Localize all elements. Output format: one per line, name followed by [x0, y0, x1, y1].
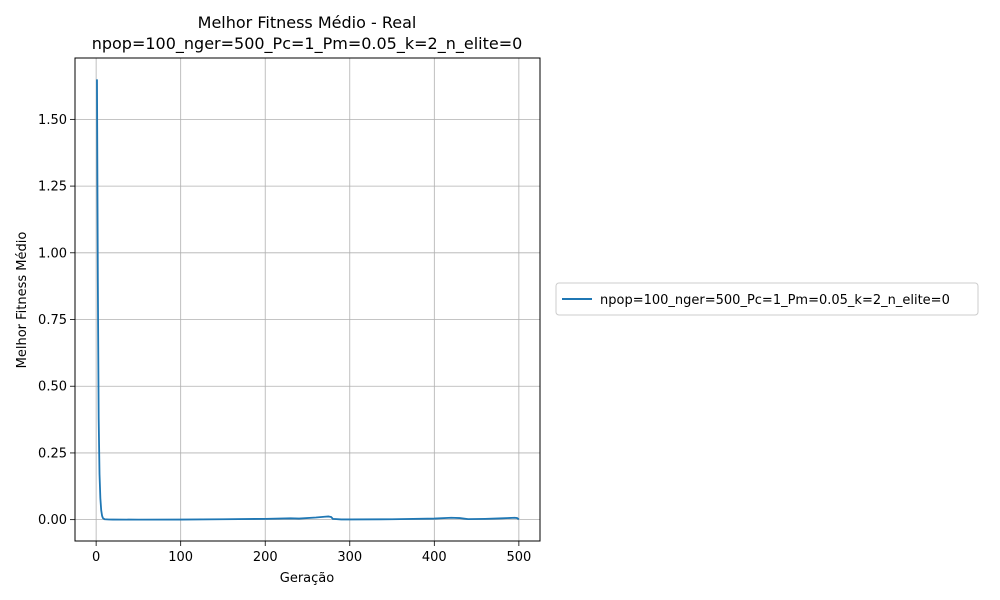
x-axis-ticks: 0 100 200 300 400 500	[92, 541, 531, 565]
legend: npop=100_nger=500_Pc=1_Pm=0.05_k=2_n_eli…	[555, 282, 979, 316]
y-tick-label: 0.25	[38, 446, 67, 461]
chart-subtitle: npop=100_nger=500_Pc=1_Pm=0.05_k=2_n_eli…	[92, 34, 523, 54]
series-line	[96, 79, 520, 521]
grid	[75, 58, 540, 541]
chart-title: Melhor Fitness Médio - Real	[198, 13, 417, 32]
x-axis-label: Geração	[280, 571, 334, 586]
x-tick-label: 500	[506, 550, 531, 565]
y-tick-label: 1.00	[38, 246, 67, 261]
y-tick-label: 0.75	[38, 313, 67, 328]
legend-entry-label: npop=100_nger=500_Pc=1_Pm=0.05_k=2_n_eli…	[600, 293, 950, 308]
x-tick-label: 100	[168, 550, 193, 565]
legend-frame	[555, 282, 979, 316]
x-tick-label: 400	[422, 550, 447, 565]
plot-area-frame	[74, 57, 541, 542]
y-axis-ticks: 0.00 0.25 0.50 0.75 1.00 1.25 1.50	[38, 113, 75, 528]
y-tick-label: 0.50	[38, 380, 67, 395]
series-layer	[96, 79, 520, 521]
x-tick-label: 0	[92, 550, 100, 565]
y-axis-label: Melhor Fitness Médio	[15, 232, 30, 369]
x-tick-label: 300	[337, 550, 362, 565]
x-tick-label: 200	[253, 550, 278, 565]
y-tick-label: 1.50	[38, 113, 67, 128]
y-tick-label: 1.25	[38, 180, 67, 195]
y-tick-label: 0.00	[38, 513, 67, 528]
